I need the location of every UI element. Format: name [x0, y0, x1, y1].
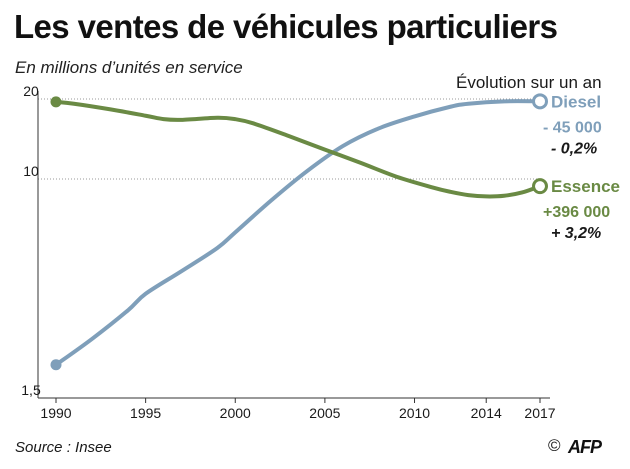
x-tick-label-3: 2005	[309, 405, 340, 421]
axis-layer: 1,5 10 20 1990 1995 2000 2005 2010 2014 2017	[21, 83, 556, 421]
x-tick-label-2: 2000	[220, 405, 251, 421]
series-change-pct-diesel: - 0,2%	[551, 140, 597, 157]
series-line-essence	[54, 99, 542, 199]
series-change-value-essence: +396 000	[543, 204, 610, 221]
series-start-point-essence	[50, 96, 62, 108]
y-tick-label-1: 10	[23, 163, 39, 179]
afp-logo: AFP	[568, 437, 602, 457]
series-change-value-diesel: - 45 000	[543, 119, 602, 136]
series-name-label-diesel: Diesel	[551, 92, 601, 111]
series-end-point-essence	[532, 178, 548, 195]
y-tick-label-2: 20	[23, 83, 39, 99]
x-tick-label-5: 2014	[471, 405, 502, 421]
series-layer	[50, 93, 548, 371]
series-change-pct-essence: + 3,2%	[551, 225, 601, 242]
source-note: Source : Insee	[15, 439, 112, 456]
chart-title: Les ventes de véhicules particuliers	[14, 8, 558, 45]
chart-subtitle: En millions d’unités en service	[15, 58, 243, 77]
copyright-symbol: ©	[548, 436, 561, 455]
series-start-point-diesel	[50, 359, 62, 371]
x-tick-label-1: 1995	[130, 405, 161, 421]
series-name-label-essence: Essence	[551, 177, 620, 196]
x-tick-label-6: 2017	[524, 405, 555, 421]
x-tick-label-4: 2010	[399, 405, 430, 421]
series-end-point-diesel	[532, 93, 548, 110]
x-tick-label-0: 1990	[40, 405, 71, 421]
label-layer: Diesel - 45 000 - 0,2% Essence +396 000 + 3,2…	[543, 92, 620, 242]
y-tick-label-0: 1,5	[21, 382, 41, 398]
evolution-header: Évolution sur un an	[456, 73, 602, 92]
series-line-diesel	[54, 99, 542, 367]
